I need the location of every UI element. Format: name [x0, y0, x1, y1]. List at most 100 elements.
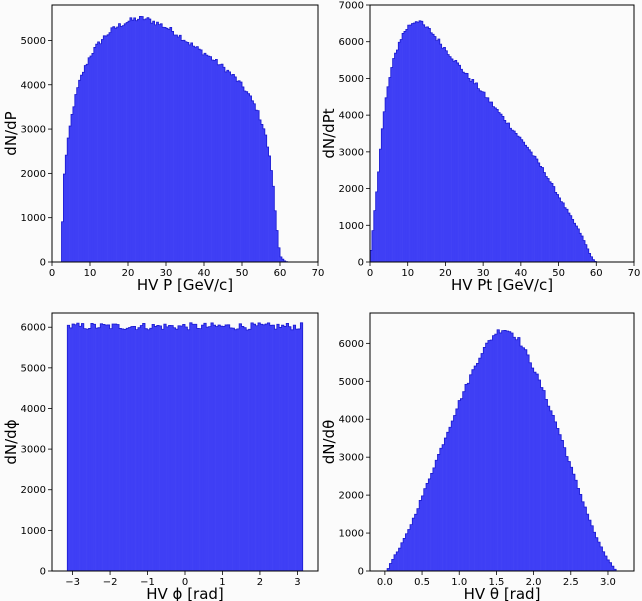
histogram-bar [534, 156, 537, 262]
histogram-bar [116, 324, 120, 571]
histogram-bar [609, 562, 612, 571]
y-tick-label: 2000 [339, 184, 364, 195]
histogram-bar [486, 97, 490, 262]
histogram-bar [445, 50, 448, 263]
histogram-bar [602, 551, 605, 571]
histogram-bar [272, 186, 275, 262]
histogram-bar [166, 28, 169, 262]
histogram-bar [412, 518, 415, 571]
histogram-bar [135, 329, 139, 571]
histogram-bar [72, 106, 76, 262]
y-tick-label: 1000 [21, 526, 46, 537]
y-axis-label-phi: dN/dϕ [2, 419, 20, 464]
histogram-bar [99, 43, 102, 262]
histogram-bar [526, 354, 530, 571]
histogram-bar [590, 525, 594, 571]
histogram-bar [109, 32, 112, 263]
histogram-bar [533, 372, 537, 571]
histogram-bar [126, 22, 129, 263]
histogram-bar [481, 91, 484, 262]
histogram-bar [283, 326, 287, 571]
histogram-bar [158, 24, 161, 262]
histogram-bar [492, 106, 495, 263]
histogram-bar [116, 27, 119, 262]
panel-theta: 0.0 0.5 1.0 1.5 2.0 2.5 3.0 0 1000 2000 3000 4000 50… [320, 312, 635, 601]
histogram-bar [234, 76, 237, 262]
histogram-bar [554, 192, 557, 262]
histogram-bar [142, 323, 146, 571]
histogram-bar [204, 53, 207, 262]
histogram-bar [545, 399, 548, 571]
histogram-bar [180, 326, 183, 571]
histogram-bar [407, 25, 410, 262]
histogram-bar [65, 155, 68, 262]
histogram-bar [565, 456, 569, 571]
histogram-bar [173, 327, 176, 571]
y-tick-label: 2000 [21, 485, 46, 496]
histogram-bar [281, 325, 285, 571]
histogram-bar [265, 323, 268, 571]
histogram-bar [246, 330, 249, 571]
histogram-bar [224, 71, 228, 262]
histogram-bar [467, 383, 470, 571]
histogram-bar [403, 31, 407, 263]
histogram-bar [149, 328, 153, 571]
histogram-bar [209, 56, 212, 263]
histogram-bar [469, 81, 473, 262]
histogram-bar [264, 134, 267, 262]
histogram-bar [86, 64, 89, 262]
histogram-outline [386, 329, 617, 571]
histogram-bar [103, 35, 106, 263]
histogram-bar [562, 202, 565, 262]
histogram-bar [203, 323, 207, 571]
ticks-theta: 0.0 0.5 1.0 1.5 2.0 2.5 3.0 0 1000 2000 3000 4000 50… [339, 339, 616, 588]
histogram-bar [131, 20, 134, 263]
histogram-bar [577, 488, 580, 571]
histogram-bar [189, 322, 193, 571]
histogram-bar [69, 126, 72, 262]
histogram-bar [460, 398, 463, 571]
histogram-bar [446, 432, 450, 571]
histogram-bar [552, 186, 556, 262]
x-tick-label: 2.5 [563, 577, 579, 588]
histogram-bar [606, 559, 610, 571]
histogram-bar [411, 23, 414, 262]
histogram-bar [202, 54, 205, 262]
histogram-bar [241, 326, 245, 571]
histogram-bar [76, 87, 79, 262]
histogram-bar [476, 363, 480, 571]
x-axis-label-pt: HV Pt [GeV/c] [451, 276, 553, 294]
histogram-bar [123, 329, 127, 571]
histogram-bar [613, 569, 617, 571]
histogram-bar [517, 136, 520, 262]
histogram-bar [199, 328, 202, 571]
histogram-bar [498, 112, 501, 262]
y-tick-label: 0 [40, 258, 46, 269]
histogram-bar [490, 102, 493, 262]
histogram-bar [388, 77, 392, 262]
histogram-bar [245, 91, 248, 262]
histogram-bar [539, 166, 542, 262]
histogram-bar [522, 347, 525, 571]
histogram-bar [198, 49, 201, 263]
histogram-bar [97, 41, 100, 262]
histogram-bar [583, 240, 586, 262]
histogram-bar [414, 514, 418, 571]
histogram-bar [575, 226, 578, 262]
histogram-bar [481, 353, 484, 571]
histogram-bar [570, 467, 573, 571]
histogram-bar [370, 250, 373, 262]
histogram-bar [74, 94, 77, 263]
histogram-bar [579, 233, 582, 262]
histogram-bar [426, 26, 429, 263]
histogram-bar [128, 327, 132, 571]
histogram-bar [81, 323, 85, 571]
histogram-bar [249, 95, 252, 262]
histogram-bar [537, 162, 541, 262]
histogram-bar [604, 555, 608, 571]
histogram-bar [507, 123, 510, 262]
histogram-bar [280, 256, 283, 262]
histogram-bar [217, 64, 220, 262]
histogram-bar [175, 35, 178, 262]
histogram-bar [242, 86, 245, 262]
